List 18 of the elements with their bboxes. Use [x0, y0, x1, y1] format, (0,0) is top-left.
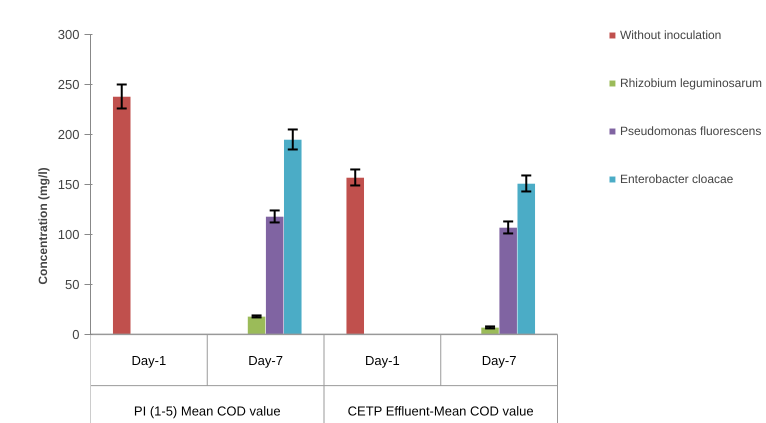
y-tick-label: 0	[72, 326, 80, 342]
x-tick-label: Day-1	[132, 352, 166, 368]
y-tick-label: 250	[58, 76, 80, 92]
legend-label: Without inoculation	[620, 28, 722, 42]
y-tick-label: 50	[65, 276, 80, 292]
y-axis-title: Concentration (mg/l)	[36, 167, 50, 285]
y-tick-label: 200	[58, 126, 80, 142]
legend-label: Pseudomonas fluorescens	[620, 124, 762, 138]
x-tick-label: Day-7	[248, 352, 283, 368]
legend-label: Rhizobium leguminosarum	[620, 76, 762, 90]
y-tick-label: 300	[58, 27, 80, 42]
text: PI (1-5) Mean COD value	[134, 404, 281, 419]
x-tick-label: Day-7	[482, 352, 516, 368]
x-tick-label: Day-1	[365, 352, 400, 368]
legend-label: Enterobacter cloacae	[620, 172, 734, 186]
y-tick-label: 150	[58, 176, 80, 192]
y-tick-label: 100	[58, 226, 80, 242]
text: CETP Effluent-Mean COD value	[348, 404, 534, 419]
